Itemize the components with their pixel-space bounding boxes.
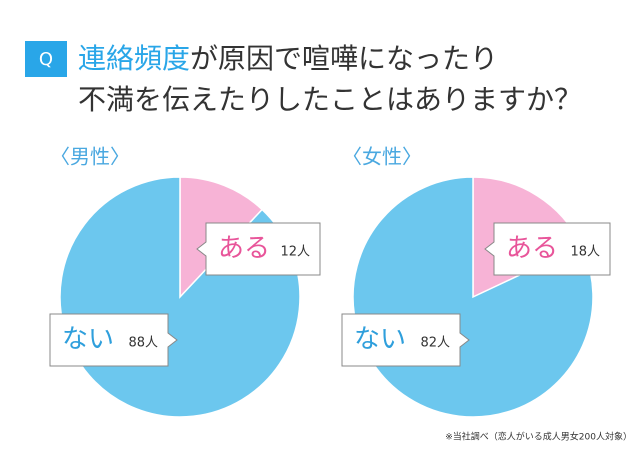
title-line2: 不満を伝えたりしたことはありますか？	[78, 83, 582, 116]
callout-box	[196, 222, 321, 276]
pie-title: 〈女性〉	[342, 145, 422, 169]
value-label: 82人	[420, 336, 450, 351]
title-rest: が原因で喧嘩になったり	[190, 42, 498, 75]
value-label: 88人	[128, 336, 158, 351]
callout-box	[484, 222, 611, 276]
category-label: ある	[218, 234, 270, 264]
q-badge	[25, 41, 67, 77]
footnote: ※当社調べ（恋人がいる成人男女200人対象）	[445, 431, 632, 443]
q-badge-text: Q	[39, 49, 53, 70]
value-label: 18人	[570, 245, 600, 260]
category-label: ない	[354, 325, 406, 355]
category-label: ない	[62, 325, 114, 355]
callout-box	[341, 313, 470, 367]
category-label: ある	[506, 234, 558, 264]
title-highlight: 連絡頻度	[78, 42, 190, 75]
callout-box	[49, 313, 178, 367]
pie-slice	[59, 176, 301, 418]
value-label: 12人	[280, 245, 310, 260]
pie-title: 〈男性〉	[50, 145, 130, 169]
title-line1: 連絡頻度が原因で喧嘩になったり	[78, 42, 498, 75]
